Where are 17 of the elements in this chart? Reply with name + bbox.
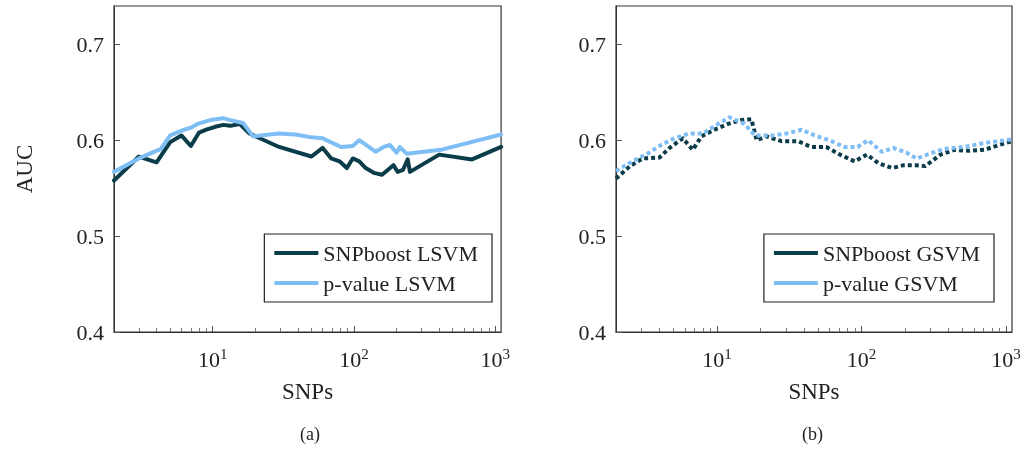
y-tick-label: 0.6 [76,127,104,153]
legend-label: SNPboost LSVM [323,240,478,266]
y-tick-label: 0.7 [578,31,606,57]
x-axis-title: SNPs [281,379,334,404]
y-tick-label: 0.4 [76,319,104,345]
legend-label: p-value GSVM [822,270,958,296]
x-axis-title: SNPs [788,379,840,404]
y-tick-label: 0.7 [76,31,104,57]
y-tick-label: 0.5 [578,223,606,249]
text: (b) [802,424,823,445]
text: (a) [300,424,320,445]
y-axis-title: AUC [12,144,37,194]
legend-label: SNPboost GSVM [822,240,980,266]
y-tick-label: 0.4 [578,319,606,345]
y-tick-label: 0.6 [578,127,606,153]
legend-label: p-value LSVM [323,270,456,296]
y-tick-label: 0.5 [76,223,104,249]
